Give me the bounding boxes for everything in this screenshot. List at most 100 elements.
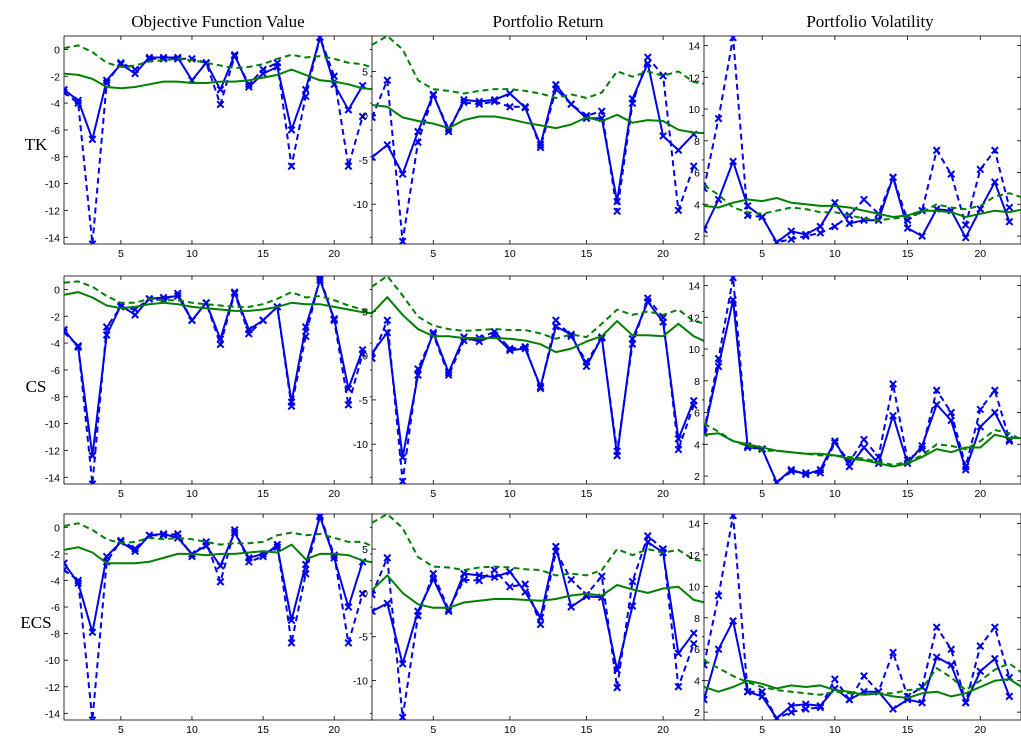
- y-tick-label: -10: [353, 439, 368, 451]
- x-marker: [674, 649, 683, 658]
- x-tick-label: 20: [328, 724, 340, 736]
- x-marker: [490, 566, 499, 575]
- column-titles: Objective Function Value Portfolio Retur…: [131, 12, 934, 31]
- plot-area: [64, 276, 374, 484]
- x-marker: [743, 201, 752, 210]
- x-marker: [659, 71, 668, 80]
- x-tick-label: 20: [328, 248, 340, 260]
- x-marker: [202, 541, 211, 550]
- x-marker: [990, 623, 999, 632]
- x-tick-label: 10: [186, 488, 198, 500]
- x-marker: [287, 162, 296, 171]
- x-marker: [398, 659, 407, 668]
- x-marker: [787, 227, 796, 236]
- x-marker: [536, 382, 545, 391]
- x-marker: [301, 323, 310, 331]
- x-marker: [414, 607, 422, 616]
- series-line-green-solid: [372, 296, 706, 354]
- x-marker: [830, 198, 839, 207]
- x-tick-label: 20: [328, 488, 340, 500]
- x-marker: [202, 58, 211, 67]
- x-tick-label: 5: [430, 248, 436, 260]
- x-marker: [918, 232, 927, 240]
- series-line-blue-dashed-x: [704, 514, 1011, 720]
- x-marker: [643, 538, 652, 546]
- x-marker: [287, 126, 296, 134]
- x-tick-label: 10: [504, 724, 516, 736]
- y-tick-label: -2: [51, 311, 60, 323]
- x-marker: [316, 36, 324, 42]
- x-tick-label: 10: [186, 248, 198, 260]
- x-marker: [230, 528, 239, 537]
- x-marker: [961, 221, 970, 229]
- y-tick-label: 2: [694, 707, 700, 719]
- y-tick-label: -14: [45, 232, 60, 244]
- panel-cs-portfolio-volatility: 5 10 15 20 14 12 10 8 6 4 2: [688, 275, 1021, 500]
- x-marker: [216, 335, 225, 343]
- series-line-blue-dashed-x: [64, 514, 364, 720]
- y-tick-label: 8: [694, 136, 700, 148]
- x-marker: [383, 553, 392, 562]
- y-tick-label: -8: [51, 629, 60, 641]
- x-marker: [860, 443, 868, 452]
- x-marker: [976, 642, 985, 650]
- x-marker: [932, 653, 941, 662]
- x-marker: [729, 36, 737, 42]
- x-tick-label: 5: [118, 248, 124, 260]
- x-marker: [398, 453, 407, 462]
- x-marker: [990, 408, 999, 417]
- x-marker: [551, 322, 560, 331]
- x-marker: [521, 344, 530, 353]
- series-line-green-dashed: [64, 522, 374, 549]
- x-marker: [801, 468, 810, 477]
- x-tick-label: 15: [257, 248, 269, 260]
- x-marker: [372, 349, 376, 357]
- panel-cs-objective-function-value: 5 10 15 20 0 -2 -4 -6 -8 -10 -12 -14: [45, 275, 375, 500]
- row-label-cs: CS: [26, 377, 47, 396]
- x-marker: [976, 205, 985, 213]
- x-marker: [729, 276, 737, 282]
- series-line-blue-solid-x: [372, 300, 695, 459]
- x-marker: [88, 716, 97, 720]
- x-marker: [845, 695, 854, 704]
- x-marker: [674, 434, 683, 443]
- y-tick-label: 14: [688, 518, 700, 530]
- y-tick-label: -6: [51, 125, 60, 137]
- x-marker: [889, 173, 897, 182]
- axes-frame: [63, 275, 375, 485]
- x-marker: [344, 384, 353, 393]
- y-tick-label: 0: [362, 588, 368, 600]
- panel-ecs-objective-function-value: 5 10 15 20 0 -2 -4 -6 -8 -10 -12 -14: [45, 513, 375, 736]
- x-marker: [301, 560, 310, 569]
- x-marker: [344, 400, 353, 409]
- y-tick-label: -12: [45, 205, 60, 217]
- series-line-blue-solid-x: [704, 160, 1011, 244]
- x-marker: [490, 573, 499, 582]
- x-marker: [74, 96, 83, 105]
- x-marker: [932, 623, 941, 632]
- x-marker: [1005, 217, 1014, 226]
- x-marker: [643, 59, 652, 68]
- series-line-blue-solid-x: [64, 36, 364, 141]
- series-line-green-dashed: [64, 280, 374, 313]
- x-marker: [521, 580, 530, 589]
- x-marker: [414, 127, 422, 136]
- x-marker: [787, 235, 796, 244]
- x-marker: [787, 708, 796, 717]
- x-marker: [398, 713, 407, 720]
- axes-frame: [703, 35, 1021, 245]
- x-marker: [116, 538, 125, 546]
- x-marker: [475, 97, 484, 106]
- y-tick-label: 0: [362, 351, 368, 363]
- y-tick-label: 2: [694, 231, 700, 243]
- x-marker: [567, 100, 576, 109]
- col-title-return: Portfolio Return: [493, 12, 604, 31]
- x-marker: [643, 53, 652, 62]
- x-marker: [216, 85, 225, 94]
- x-marker: [990, 654, 999, 663]
- x-marker: [947, 645, 956, 654]
- x-marker: [398, 237, 407, 244]
- x-marker: [613, 197, 622, 206]
- x-marker: [230, 526, 239, 534]
- x-marker: [244, 83, 253, 91]
